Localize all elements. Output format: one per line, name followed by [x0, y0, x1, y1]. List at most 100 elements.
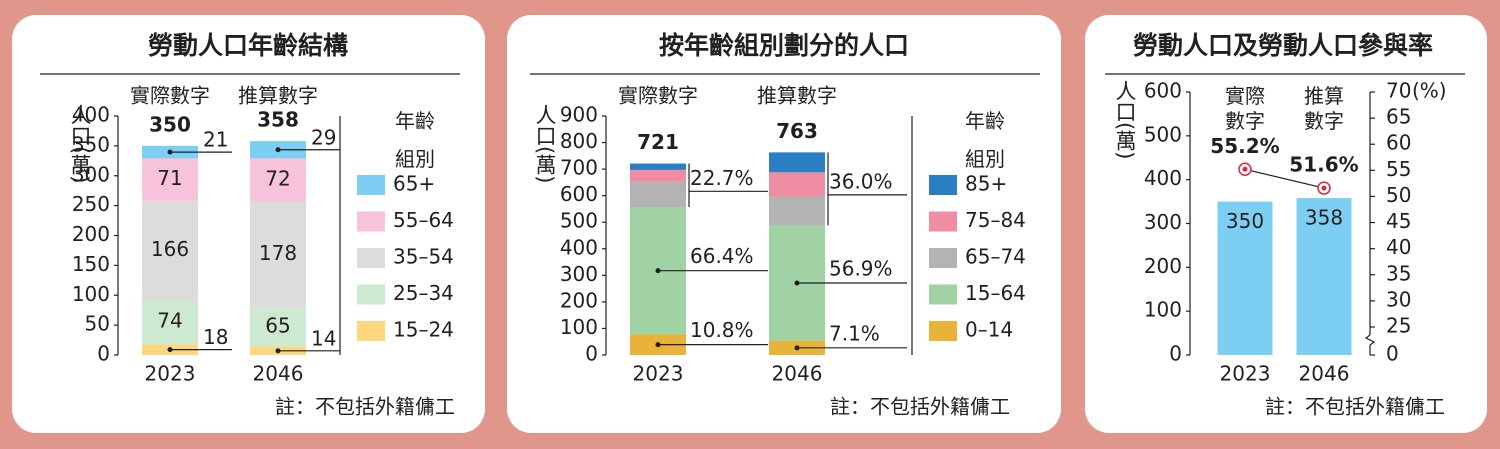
y2-tick-label: 0	[1386, 342, 1399, 366]
y-tick-label: 500	[560, 209, 598, 233]
share-label: 7.1%	[829, 321, 880, 345]
y2-tick-label: 25	[1386, 314, 1411, 338]
value-label: 14	[311, 326, 336, 350]
legend-title: 年齡組別	[395, 109, 435, 171]
y-tick-label: 300	[72, 162, 110, 186]
y-tick-label: 200	[1144, 254, 1182, 278]
bar-segment	[769, 196, 825, 226]
legend-title: 年齡組別	[965, 109, 1005, 171]
bar-segment	[769, 172, 825, 197]
legend-label: 25–34	[393, 281, 454, 305]
y2-tick-label: 45	[1386, 209, 1411, 233]
note: 註：不包括外籍傭工	[275, 395, 455, 419]
legend-swatch	[929, 284, 957, 305]
line-label: 55.2%	[1210, 134, 1279, 158]
line-label: 51.6%	[1289, 153, 1358, 177]
share-label: 66.4%	[690, 244, 754, 268]
legend-swatch	[357, 175, 385, 195]
bar-segment	[250, 158, 306, 202]
bar-segment	[142, 158, 198, 201]
y-tick-label: 100	[560, 315, 598, 339]
column-header: 推算數字	[1304, 84, 1344, 133]
x-tick-label: 2046	[772, 362, 823, 386]
y-tick-label: 200	[560, 288, 598, 312]
text-line: 數字	[1225, 109, 1265, 133]
y2-tick-label: 35	[1386, 261, 1411, 285]
bar-segment	[630, 169, 686, 182]
column-header: 實際數字	[1225, 84, 1265, 133]
bar-segment	[250, 307, 306, 347]
bar-segment	[769, 152, 825, 173]
bar	[1217, 201, 1273, 355]
value-label: 358	[1305, 206, 1343, 230]
chart-title: 按年齡組別劃分的人口	[659, 31, 909, 60]
legend-label: 65–74	[965, 245, 1026, 269]
value-label: 166	[151, 237, 189, 261]
legend-label: 35–54	[393, 245, 454, 269]
bar-segment	[630, 181, 686, 208]
text-line: 數字	[1304, 109, 1344, 133]
bar-segment	[630, 163, 686, 170]
bar-segment	[142, 300, 198, 345]
text-line: 組別	[395, 147, 435, 171]
legend-swatch	[929, 248, 957, 268]
x-tick-label: 2023	[633, 362, 684, 386]
y-tick-label: 300	[560, 262, 598, 286]
y2-tick-label: 40	[1386, 235, 1411, 259]
share-label: 56.9%	[829, 257, 893, 281]
legend-swatch	[929, 175, 957, 195]
value-label: 72	[265, 166, 290, 190]
x-tick-label: 2046	[1299, 362, 1350, 386]
x-tick-label: 2023	[145, 362, 196, 386]
legend-label: 85+	[965, 172, 1007, 196]
legend-label: 15–64	[965, 281, 1026, 305]
text-line: 組別	[965, 147, 1005, 171]
note: 註：不包括外籍傭工	[830, 395, 1010, 419]
text-line: 年齡	[965, 109, 1005, 133]
y-tick-label: 100	[1144, 298, 1182, 322]
value-label: 71	[157, 166, 182, 190]
y2-tick-label: 30	[1386, 287, 1411, 311]
axis-break	[1364, 334, 1376, 346]
y-tick-label: 600	[560, 182, 598, 206]
column-header: 實際數字	[130, 84, 210, 108]
panel	[1085, 15, 1487, 433]
text-line: 推算	[1304, 84, 1344, 108]
legend-swatch	[357, 284, 385, 305]
value-label: 29	[311, 125, 336, 149]
y-axis-label: 人口(萬)	[533, 104, 557, 183]
y-tick-label: 400	[1144, 166, 1182, 190]
y-axis-label: 人口(萬)	[68, 104, 92, 183]
bar-segment	[142, 200, 198, 301]
legend-label: 55–64	[393, 208, 454, 232]
y-tick-label: 400	[560, 235, 598, 259]
value-label: 18	[203, 325, 228, 349]
legend-label: 15–24	[393, 318, 454, 342]
legend-swatch	[929, 321, 957, 341]
value-label: 65	[265, 314, 290, 338]
marker-dot	[1321, 185, 1327, 191]
legend-swatch	[357, 211, 385, 232]
chart-title: 勞動人口年齡結構	[148, 31, 348, 60]
total-label: 763	[776, 119, 818, 143]
share-label: 36.0%	[829, 169, 893, 193]
y2-tick-label: 55	[1386, 157, 1411, 181]
value-label: 74	[157, 309, 182, 333]
x-tick-label: 2046	[253, 362, 304, 386]
legend-swatch	[357, 248, 385, 268]
total-label: 721	[637, 130, 679, 154]
bar	[1296, 198, 1352, 355]
total-label: 358	[257, 108, 299, 132]
legend-label: 65+	[393, 172, 435, 196]
column-header: 推算數字	[757, 84, 837, 108]
y-tick-label: 300	[1144, 210, 1182, 234]
note: 註：不包括外籍傭工	[1265, 395, 1445, 419]
y-tick-label: 50	[85, 312, 110, 336]
y2-tick-label: 65	[1386, 105, 1411, 129]
legend-swatch	[929, 211, 957, 232]
chart-title: 勞動人口及勞動人口參與率	[1133, 31, 1433, 60]
y-tick-label: 900	[560, 103, 598, 127]
y-tick-label: 350	[72, 132, 110, 156]
legend-label: 0–14	[965, 318, 1013, 342]
